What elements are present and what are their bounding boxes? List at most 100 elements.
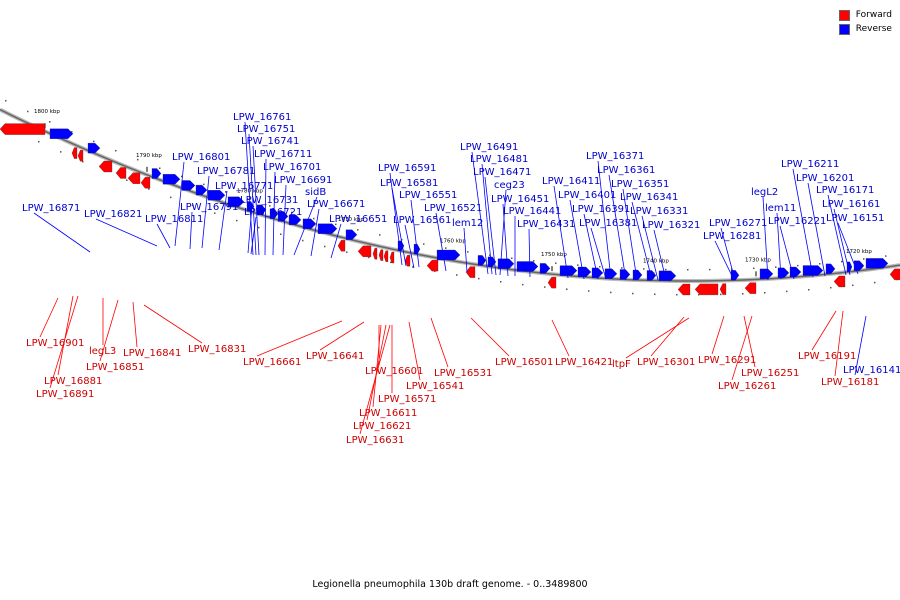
label-lpw-16651: LPW_16651 bbox=[329, 214, 387, 225]
minor-tick bbox=[280, 233, 282, 235]
leader-line bbox=[391, 187, 407, 267]
minor-tick bbox=[137, 158, 139, 161]
minor-tick bbox=[522, 283, 524, 286]
reverse-feature bbox=[516, 261, 539, 272]
leader-line bbox=[430, 317, 449, 368]
forward-feature bbox=[719, 283, 727, 295]
leader-line bbox=[854, 315, 867, 376]
label-lpw-16481: LPW_16481 bbox=[470, 154, 528, 165]
scale-label: 1750 kbp bbox=[541, 252, 567, 258]
minor-tick bbox=[610, 291, 612, 294]
leader-line bbox=[811, 310, 837, 351]
label-lpw-16251: LPW_16251 bbox=[741, 368, 799, 379]
reverse-feature bbox=[559, 265, 578, 276]
label-lpw-16261: LPW_16261 bbox=[718, 381, 776, 392]
leader-line bbox=[551, 319, 570, 357]
leader-line bbox=[484, 176, 497, 276]
label-lpw-16761: LPW_16761 bbox=[233, 112, 291, 123]
label-lpw-16701: LPW_16701 bbox=[263, 162, 321, 173]
leader-line bbox=[641, 215, 659, 281]
minor-tick bbox=[390, 261, 392, 264]
minor-tick bbox=[148, 188, 150, 190]
minor-tick bbox=[643, 268, 645, 270]
leader-line bbox=[143, 304, 203, 344]
scale-label: 1790 kbp bbox=[136, 153, 162, 159]
reverse-swatch bbox=[838, 23, 850, 35]
leader-line bbox=[779, 225, 795, 280]
forward-feature bbox=[465, 266, 476, 278]
leader-line bbox=[435, 212, 447, 272]
leader-line bbox=[502, 203, 509, 277]
label-lpw-16751: LPW_16751 bbox=[237, 124, 295, 135]
leader-line bbox=[622, 188, 638, 281]
leader-line bbox=[174, 161, 185, 247]
forward-feature bbox=[140, 177, 151, 189]
minor-tick bbox=[819, 263, 821, 265]
minor-tick bbox=[698, 293, 700, 296]
legend-item-forward: Forward bbox=[838, 8, 892, 22]
label-lpw-16531: LPW_16531 bbox=[434, 368, 492, 379]
leader-line bbox=[264, 158, 267, 256]
leader-line bbox=[714, 240, 735, 281]
label-lpw-16291: LPW_16291 bbox=[698, 355, 756, 366]
backbone-line bbox=[0, 108, 900, 282]
forward-swatch bbox=[838, 9, 850, 21]
label-lpw-16211: LPW_16211 bbox=[781, 159, 839, 170]
label-lpw-16781: LPW_16781 bbox=[197, 166, 255, 177]
reverse-feature bbox=[632, 269, 643, 281]
leader-line bbox=[837, 222, 859, 275]
leader-line bbox=[471, 151, 489, 275]
leader-line bbox=[293, 196, 318, 256]
leader-line bbox=[359, 324, 391, 435]
minor-tick bbox=[621, 267, 623, 269]
minor-tick bbox=[489, 254, 491, 256]
minor-tick bbox=[841, 260, 843, 263]
label-lpw-16151: LPW_16151 bbox=[826, 213, 884, 224]
leader-line bbox=[528, 228, 531, 278]
minor-tick bbox=[258, 226, 260, 229]
minor-tick bbox=[632, 292, 634, 295]
minor-tick bbox=[324, 245, 326, 248]
forward-feature bbox=[404, 255, 411, 267]
forward-feature bbox=[372, 248, 378, 260]
label-lpw-16441: LPW_16441 bbox=[503, 206, 561, 217]
minor-tick bbox=[236, 219, 238, 222]
leader-line bbox=[762, 196, 769, 281]
label-lpw-16821: LPW_16821 bbox=[84, 209, 142, 220]
forward-feature bbox=[337, 240, 346, 252]
leader-line bbox=[256, 320, 343, 357]
leader-line bbox=[201, 175, 210, 249]
leader-line bbox=[553, 185, 569, 279]
reverse-feature bbox=[87, 142, 101, 154]
label-lpw-16571: LPW_16571 bbox=[378, 394, 436, 405]
leader-line bbox=[569, 199, 585, 280]
minor-tick bbox=[533, 260, 535, 262]
reverse-feature bbox=[825, 263, 836, 275]
minor-tick bbox=[357, 229, 359, 231]
leader-line bbox=[499, 189, 507, 276]
minor-tick bbox=[291, 211, 293, 214]
minor-tick bbox=[456, 274, 458, 276]
forward-feature bbox=[889, 268, 900, 281]
reverse-feature bbox=[436, 249, 461, 261]
forward-feature bbox=[98, 160, 113, 173]
label-lpw-16221: LPW_16221 bbox=[768, 216, 826, 227]
label-lpw-16711: LPW_16711 bbox=[254, 149, 312, 160]
reverse-feature bbox=[49, 128, 74, 139]
label-lpw-16521: LPW_16521 bbox=[424, 203, 482, 214]
leader-line bbox=[310, 208, 320, 257]
label-lpw-16321: LPW_16321 bbox=[642, 220, 700, 231]
leader-line bbox=[590, 227, 607, 280]
leader-line bbox=[189, 211, 193, 250]
leader-line bbox=[776, 212, 782, 280]
reverse-feature bbox=[246, 201, 255, 212]
leader-line bbox=[372, 324, 382, 408]
label-lem11: lem11 bbox=[765, 203, 796, 214]
leader-line bbox=[653, 229, 667, 281]
minor-tick bbox=[808, 288, 810, 291]
label-lpw-16741: LPW_16741 bbox=[241, 136, 299, 147]
minor-tick bbox=[852, 284, 854, 287]
label-lpw-16191: LPW_16191 bbox=[798, 351, 856, 362]
minor-tick bbox=[423, 243, 425, 245]
reverse-feature bbox=[477, 255, 487, 266]
